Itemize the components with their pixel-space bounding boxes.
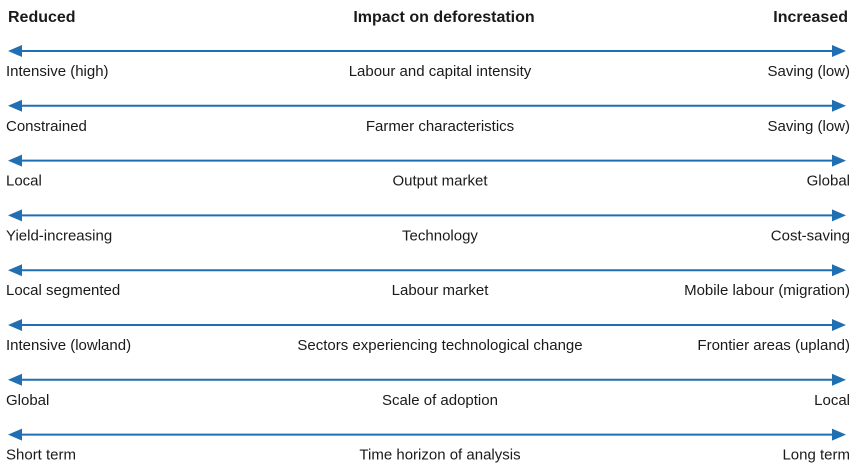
arrow-head xyxy=(8,99,22,112)
arrow-head xyxy=(832,428,846,441)
header-left: Reduced xyxy=(8,9,76,26)
row-right: Saving (low) xyxy=(767,118,850,135)
row-right: Mobile labour (migration) xyxy=(684,282,850,299)
row-center: Scale of adoption xyxy=(382,392,498,409)
row-left: Constrained xyxy=(6,118,87,135)
header-title: Impact on deforestation xyxy=(353,9,534,26)
row-center: Technology xyxy=(402,227,478,244)
row-center: Output market xyxy=(392,173,488,190)
arrow-head xyxy=(832,209,846,222)
row-right: Long term xyxy=(782,447,850,464)
arrow-head xyxy=(8,319,22,331)
row-left: Yield-increasing xyxy=(6,227,112,244)
arrow-head xyxy=(832,45,846,57)
arrow-head xyxy=(832,319,846,331)
row-left: Local segmented xyxy=(6,282,120,299)
row-right: Cost-saving xyxy=(771,227,850,244)
row-center: Sectors experiencing technological chang… xyxy=(297,337,582,354)
row-left: Intensive (lowland) xyxy=(6,337,131,354)
arrow-head xyxy=(8,209,22,222)
header-right: Increased xyxy=(773,9,848,26)
row-center: Labour and capital intensity xyxy=(349,63,532,80)
row-center: Labour market xyxy=(392,282,490,299)
row-center: Farmer characteristics xyxy=(366,118,514,135)
arrow-head xyxy=(832,99,846,112)
row-center: Time horizon of analysis xyxy=(359,447,520,464)
arrow-head xyxy=(8,428,22,441)
row-right: Frontier areas (upland) xyxy=(697,337,850,354)
arrow-head xyxy=(832,373,846,386)
row-left: Short term xyxy=(6,447,76,464)
arrow-head xyxy=(832,154,846,167)
row-left: Local xyxy=(6,173,42,190)
row-right: Local xyxy=(814,392,850,409)
row-right: Saving (low) xyxy=(767,63,850,80)
arrow-head xyxy=(832,264,846,277)
row-left: Intensive (high) xyxy=(6,63,109,80)
arrow-head xyxy=(8,154,22,167)
arrow-head xyxy=(8,264,22,277)
arrow-head xyxy=(8,45,22,57)
arrow-head xyxy=(8,373,22,386)
row-right: Global xyxy=(807,173,850,190)
row-left: Global xyxy=(6,392,49,409)
